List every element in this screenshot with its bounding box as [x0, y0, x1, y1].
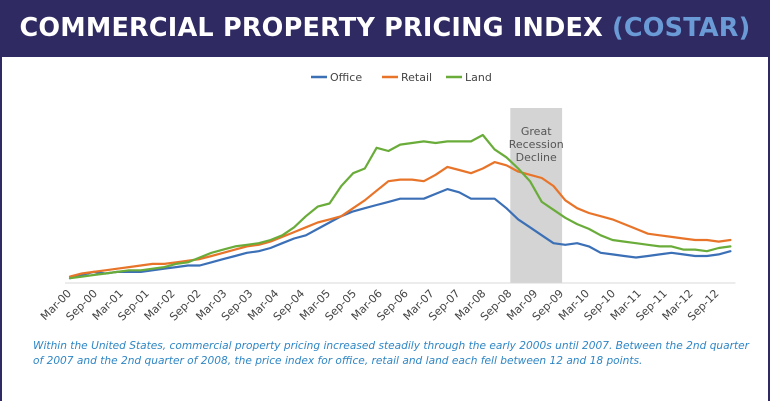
- recession-label-line: Recession: [509, 138, 564, 151]
- legend-label-retail: Retail: [401, 71, 432, 84]
- title-source: (COSTAR): [612, 13, 751, 43]
- recession-label-line: Decline: [516, 151, 557, 164]
- legend-label-land: Land: [465, 71, 492, 84]
- recession-label-line: Great: [521, 125, 552, 138]
- header-bar: COMMERCIAL PROPERTY PRICING INDEX (COSTA…: [0, 0, 770, 57]
- title-main: COMMERCIAL PROPERTY PRICING INDEX: [19, 13, 603, 43]
- line-chart: GreatRecessionDeclineMar-00Sep-00Mar-01S…: [38, 71, 736, 323]
- recession-band: [510, 108, 563, 283]
- legend-label-office: Office: [330, 71, 362, 84]
- chart-frame: Great Recession Decline Mar-00 Sep-00 Mar-01 S…: [0, 57, 770, 401]
- frame-border-left: [0, 57, 2, 401]
- series-line-retail: [68, 160, 732, 278]
- series-line-land: [68, 133, 732, 280]
- series-line-office: [68, 188, 732, 280]
- page-title: COMMERCIAL PROPERTY PRICING INDEX (COSTA…: [0, 0, 770, 57]
- frame-border-right: [768, 57, 770, 401]
- chart-caption: Within the United States, commercial pro…: [33, 340, 750, 367]
